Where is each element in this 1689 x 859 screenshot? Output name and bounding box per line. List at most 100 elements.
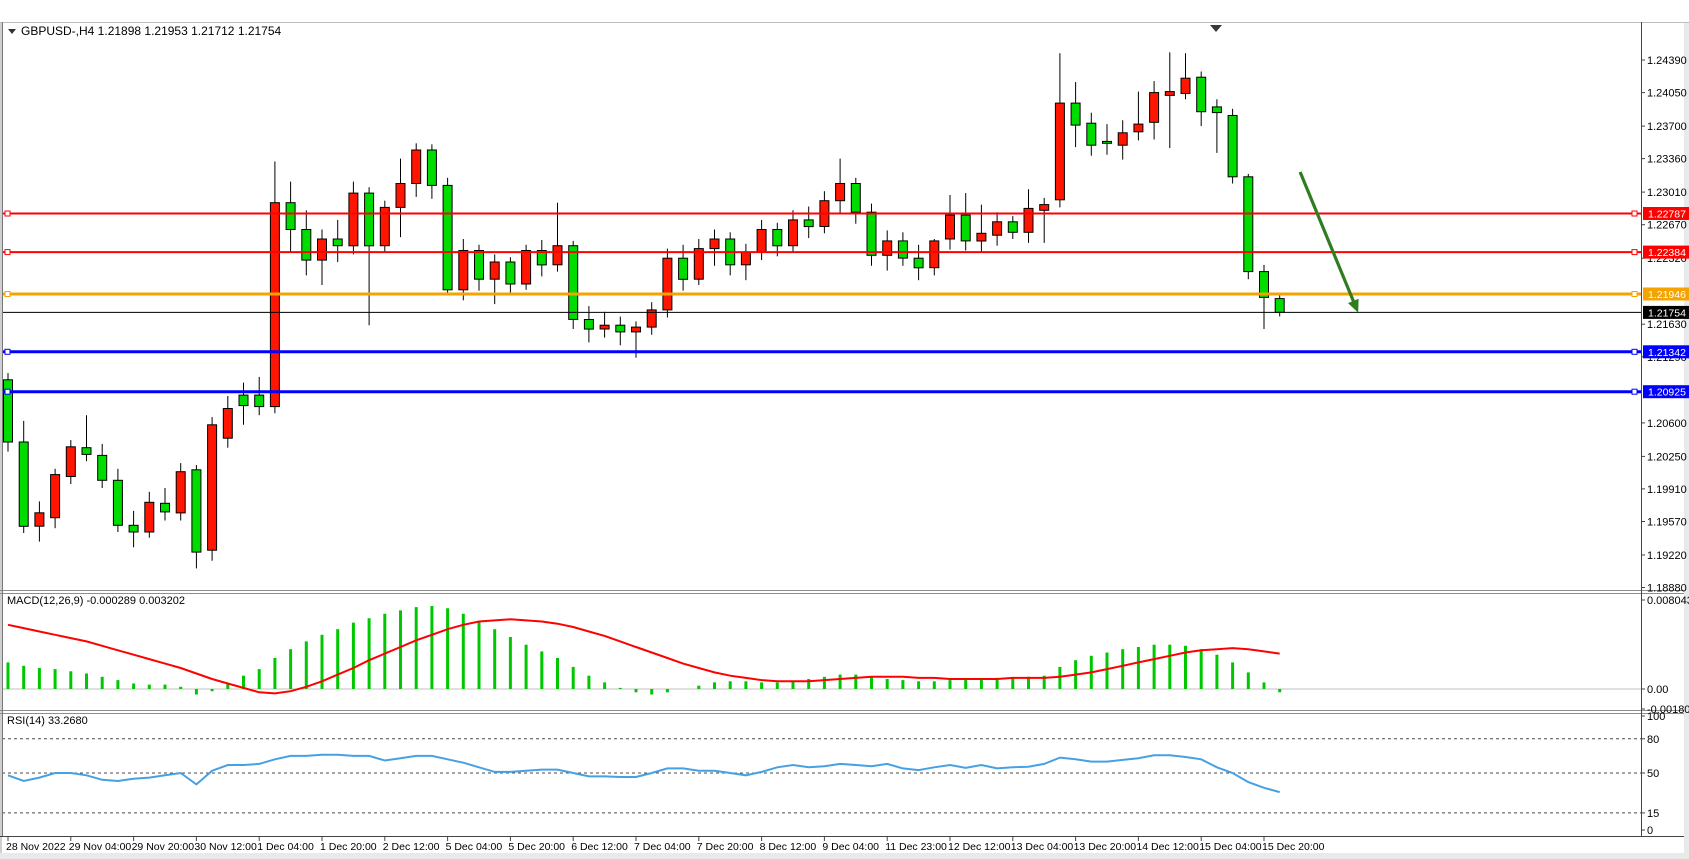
line-handle[interactable] bbox=[1631, 348, 1638, 355]
candle-body bbox=[945, 214, 955, 240]
candle-body bbox=[1039, 204, 1050, 211]
candle-body bbox=[756, 229, 767, 253]
price-tick-label: 1.18880 bbox=[1647, 583, 1687, 595]
line-handle[interactable] bbox=[4, 348, 11, 355]
rsi-axis-label: 100 bbox=[1647, 711, 1665, 723]
price-line-badge-label: 1.21946 bbox=[1648, 289, 1686, 301]
time-tick-label: 14 Dec 12:00 bbox=[1136, 841, 1199, 853]
candle-body bbox=[222, 408, 233, 439]
candle-body bbox=[1086, 122, 1097, 146]
candle-body bbox=[615, 324, 626, 333]
rsi-label: RSI(14) 33.2680 bbox=[7, 715, 88, 727]
candle-body bbox=[772, 229, 783, 247]
time-tick-label: 28 Nov 2022 bbox=[6, 841, 66, 853]
candle-body bbox=[364, 192, 375, 247]
candle-body bbox=[1259, 271, 1269, 298]
rsi-axis-label: 15 bbox=[1647, 808, 1659, 820]
candle-body bbox=[1196, 76, 1207, 113]
time-tick-label: 7 Dec 20:00 bbox=[697, 841, 754, 853]
line-handle[interactable] bbox=[4, 291, 11, 297]
candle-body bbox=[976, 232, 987, 242]
candle-body bbox=[583, 319, 594, 330]
macd-label: MACD(12,26,9) -0.000289 0.003202 bbox=[7, 595, 185, 607]
candle-body bbox=[1211, 106, 1222, 114]
candle-body bbox=[1274, 298, 1285, 313]
price-line-badge-label: 1.22384 bbox=[1648, 247, 1686, 259]
time-tick-label: 15 Dec 04:00 bbox=[1199, 841, 1262, 853]
candle-body bbox=[238, 394, 249, 407]
rsi-axis-label: 0 bbox=[1647, 825, 1653, 837]
candle-body bbox=[646, 309, 657, 328]
time-tick-label: 13 Dec 20:00 bbox=[1074, 841, 1137, 853]
candle-body bbox=[1164, 91, 1175, 96]
window-right-edge bbox=[1684, 22, 1689, 859]
candle-body bbox=[395, 183, 406, 208]
time-tick-label: 12 Dec 12:00 bbox=[948, 841, 1011, 853]
candle-body bbox=[411, 149, 422, 184]
candle-body bbox=[740, 251, 751, 266]
candle-body bbox=[175, 471, 186, 514]
candle-body bbox=[929, 240, 940, 269]
collapse-triangle-icon[interactable] bbox=[8, 29, 16, 34]
line-handle[interactable] bbox=[1631, 291, 1638, 297]
candle-body bbox=[348, 192, 359, 247]
time-tick-label: 5 Dec 20:00 bbox=[508, 841, 565, 853]
trend-arrow-annotation[interactable] bbox=[1298, 171, 1359, 313]
candle-body bbox=[332, 238, 343, 247]
candle-body bbox=[65, 446, 76, 477]
candle-body bbox=[269, 202, 280, 408]
price-line-badge bbox=[1643, 245, 1689, 259]
line-handle[interactable] bbox=[1631, 210, 1638, 217]
price-tick-label: 1.19910 bbox=[1647, 484, 1687, 496]
time-tick-label: 9 Dec 04:00 bbox=[822, 841, 879, 853]
price-tick-label: 1.23700 bbox=[1647, 121, 1687, 133]
candle-body bbox=[1054, 102, 1065, 201]
candle-body bbox=[788, 219, 798, 247]
price-line-badge bbox=[1643, 207, 1689, 220]
candle-body bbox=[568, 245, 579, 320]
price-line-badge bbox=[1643, 345, 1689, 359]
candle-body bbox=[81, 447, 92, 455]
candle-body bbox=[474, 250, 484, 280]
candle-body bbox=[50, 474, 61, 519]
time-tick-label: 1 Dec 20:00 bbox=[320, 841, 377, 853]
candle-body bbox=[191, 469, 202, 553]
candle-body bbox=[835, 183, 846, 202]
candle-body bbox=[18, 441, 29, 527]
price-tick-label: 1.23360 bbox=[1647, 154, 1687, 166]
candle-body bbox=[521, 250, 532, 285]
price-tick-label: 1.24390 bbox=[1647, 55, 1687, 67]
candle-body bbox=[34, 512, 45, 527]
macd-panel: MACD(12,26,9) -0.000289 0.003202 bbox=[0, 590, 1684, 695]
candle-body bbox=[442, 184, 453, 291]
time-axis[interactable]: 28 Nov 2022 29 Nov 04:00 29 Nov 20:00 30 No… bbox=[6, 837, 1325, 853]
candle-body bbox=[678, 257, 689, 280]
horizontal-line-objects[interactable] bbox=[2, 210, 1641, 395]
macd-axis: 0.008043 0.00 -0.001807 bbox=[1641, 595, 1689, 716]
line-handle[interactable] bbox=[4, 210, 11, 217]
line-handle[interactable] bbox=[1631, 388, 1638, 395]
candle-body bbox=[536, 250, 547, 266]
candle-body bbox=[254, 394, 265, 408]
price-axis[interactable]: 1.24390 1.24050 1.23700 1.23360 1.23010 1.226… bbox=[1641, 55, 1689, 595]
line-handle[interactable] bbox=[4, 249, 11, 256]
price-line-badge-label: 1.20925 bbox=[1648, 387, 1686, 399]
chart-shift-marker[interactable] bbox=[1210, 25, 1222, 32]
line-handle[interactable] bbox=[4, 388, 11, 395]
candle-body bbox=[693, 248, 704, 280]
candle-body bbox=[1227, 115, 1238, 178]
symbol-period-label: GBPUSD-,H4 1.21898 1.21953 1.21712 1.217… bbox=[21, 24, 282, 38]
candle-body bbox=[866, 211, 877, 256]
macd-axis-label: 0.00 bbox=[1647, 684, 1668, 696]
chart-title: GBPUSD-,H4 1.21898 1.21953 1.21712 1.217… bbox=[8, 24, 282, 38]
time-tick-label: 5 Dec 04:00 bbox=[446, 841, 503, 853]
candle-body bbox=[1243, 176, 1254, 273]
macd-signal-line bbox=[7, 618, 1280, 695]
time-tick-label: 1 Dec 04:00 bbox=[257, 841, 314, 853]
candle-body bbox=[3, 379, 13, 443]
time-tick-label: 13 Dec 04:00 bbox=[1011, 841, 1074, 853]
candle-body bbox=[379, 206, 390, 247]
line-handle[interactable] bbox=[1631, 249, 1638, 256]
